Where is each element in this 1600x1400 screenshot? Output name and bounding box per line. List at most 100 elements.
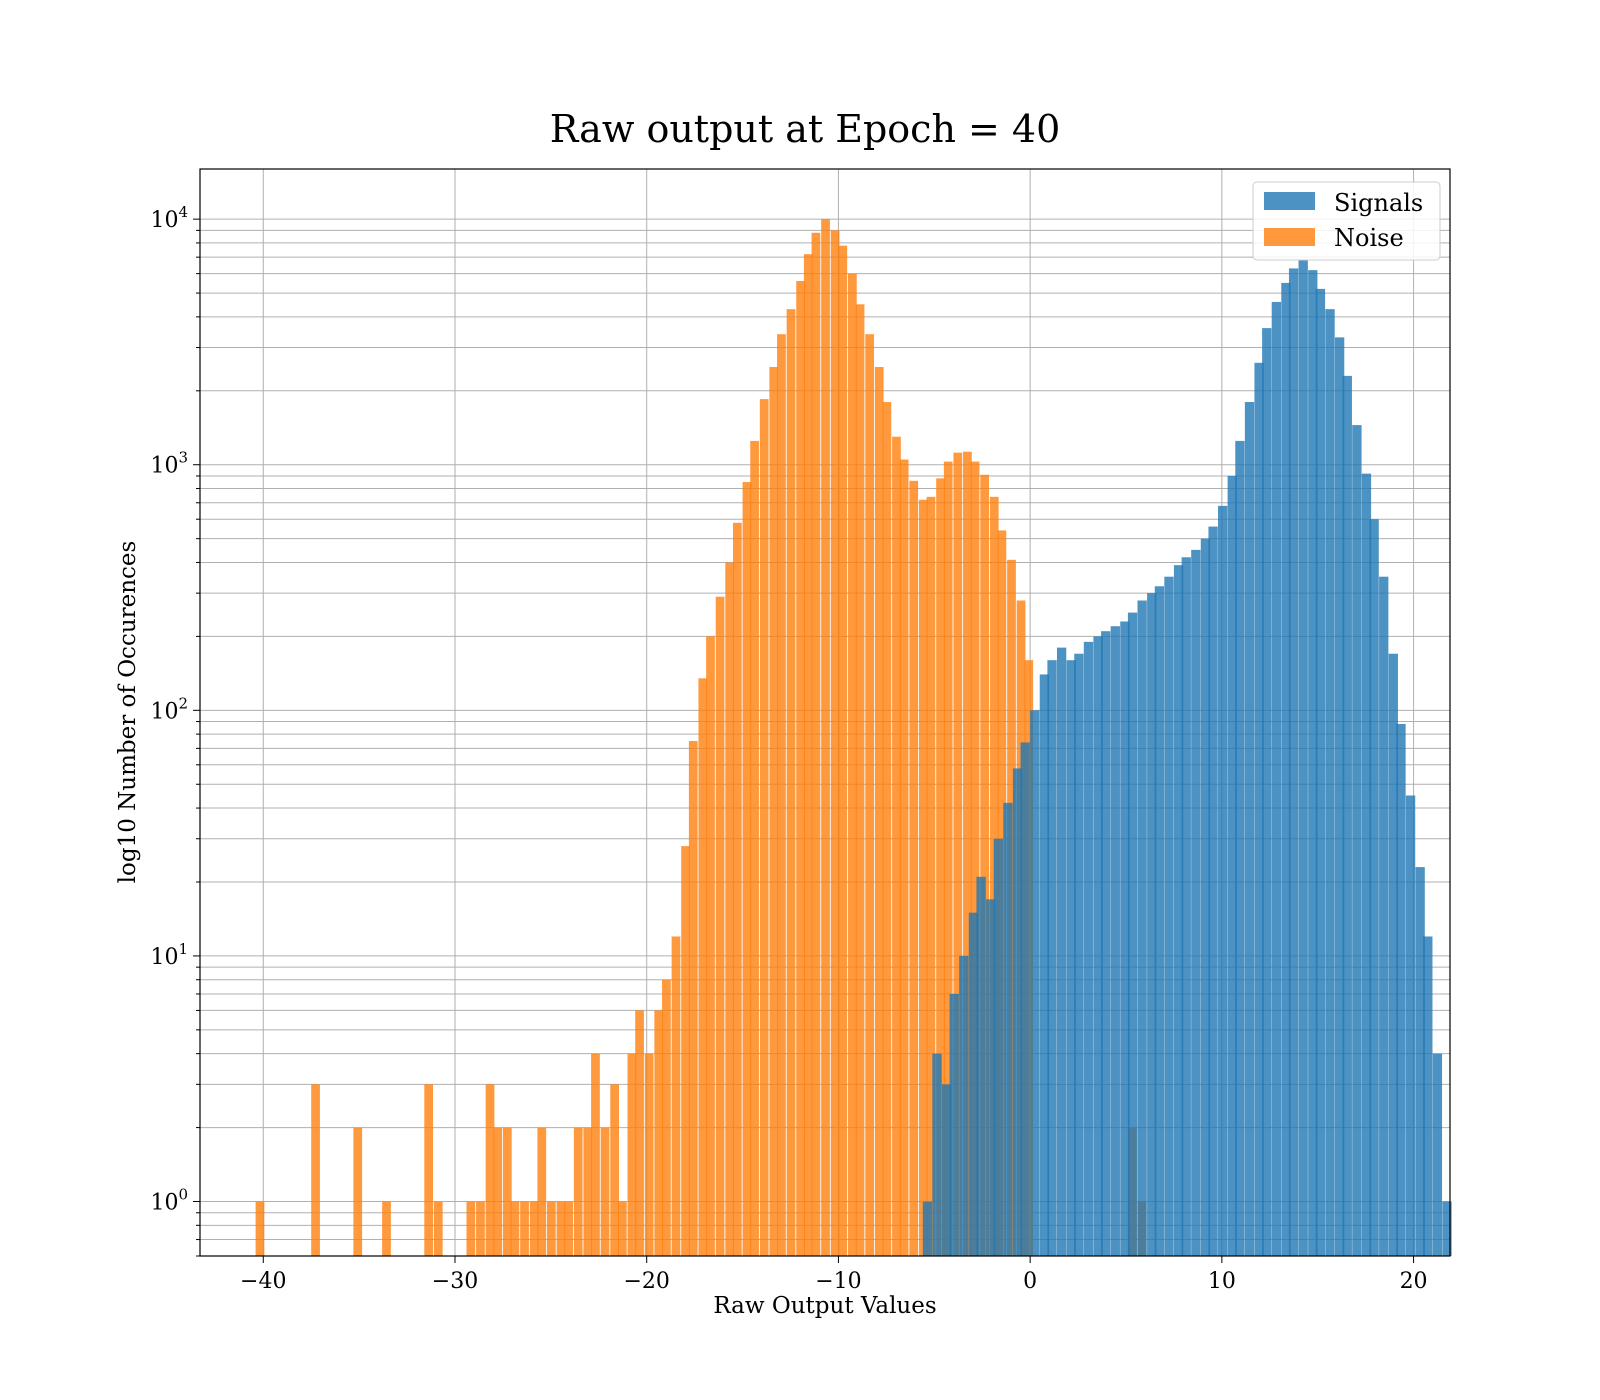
noise-bar — [476, 1201, 485, 1256]
x-tick-label: −20 — [623, 1269, 669, 1294]
noise-bar — [830, 230, 840, 1256]
noise-bar — [899, 459, 909, 1257]
signals-bar — [1342, 375, 1352, 1257]
signals-bar — [968, 912, 979, 1256]
noise-bar — [725, 562, 735, 1256]
signals-bar — [1047, 660, 1057, 1256]
noise-bar — [926, 496, 936, 1256]
noise-bar — [706, 636, 715, 1256]
legend-label-signals: Signals — [1334, 189, 1423, 217]
noise-bar — [255, 1201, 265, 1256]
noise-bar — [855, 304, 865, 1256]
signals-bar — [1127, 612, 1138, 1256]
noise-bar — [786, 309, 796, 1256]
noise-bar — [573, 1127, 583, 1256]
legend-label-noise: Noise — [1334, 224, 1404, 252]
plot-frame — [199, 168, 1451, 1257]
y-axis-label: log10 Number of Occurences — [115, 541, 141, 884]
noise-bar — [424, 1084, 434, 1256]
noise-bar — [600, 1127, 610, 1256]
noise-bar — [838, 245, 848, 1256]
signals-bar — [1227, 475, 1237, 1256]
noise-bar — [311, 1084, 320, 1256]
axis-ticks: −40 −30 −20 −10 0 10 20 100 101 102 103 104 — [150, 203, 1427, 1294]
signals-bar — [1056, 647, 1067, 1256]
x-axis-label: Raw Output Values — [713, 1293, 936, 1319]
noise-bar — [918, 499, 928, 1256]
signals-bar — [976, 876, 986, 1256]
signals-bar — [1334, 337, 1345, 1256]
noise-bar — [943, 461, 953, 1256]
noise-bar — [892, 436, 901, 1256]
signals-bar — [1379, 576, 1389, 1256]
signals-bar — [1218, 505, 1228, 1256]
noise-bar — [777, 334, 786, 1256]
signals-bar — [959, 955, 969, 1256]
noise-bar — [796, 280, 805, 1256]
signals-bar — [1154, 586, 1165, 1256]
signals-bar — [1423, 936, 1433, 1256]
noise-bar — [909, 480, 919, 1256]
noise-bar — [865, 334, 874, 1256]
signals-bar — [1415, 867, 1425, 1256]
y-tick-label: 104 — [150, 203, 188, 233]
noise-bar — [529, 1201, 539, 1256]
signals-bar — [1191, 549, 1201, 1256]
signals-bar — [1083, 641, 1094, 1256]
noise-bar — [547, 1201, 556, 1256]
noise-bar — [980, 474, 990, 1256]
noise-bar — [644, 1053, 654, 1256]
signals-bar — [1181, 557, 1191, 1256]
noise-bar — [520, 1201, 529, 1256]
noise-bar — [671, 936, 681, 1256]
chart-title: Raw output at Epoch = 40 — [550, 107, 1061, 151]
noise-bar — [654, 1010, 664, 1256]
noise-bar — [493, 1127, 503, 1256]
signals-bar — [1308, 270, 1318, 1257]
signals-bar — [1298, 260, 1308, 1256]
noise-bar — [742, 482, 752, 1257]
noise-bar — [537, 1127, 547, 1256]
signals-bar — [1254, 362, 1264, 1256]
noise-bar — [698, 678, 708, 1256]
noise-bar — [617, 1201, 627, 1256]
noise-bar — [610, 1084, 620, 1256]
signals-bar — [1093, 636, 1103, 1256]
noise-bar — [769, 366, 779, 1257]
noise-bar — [627, 1053, 637, 1256]
signals-bar — [1281, 282, 1291, 1256]
signals-bar — [1405, 795, 1416, 1256]
signals-bar — [1173, 565, 1184, 1256]
noise-bar — [811, 232, 821, 1256]
signals-bar — [1235, 440, 1245, 1257]
signals-bar — [1120, 621, 1130, 1256]
noise-bar — [591, 1053, 600, 1256]
signals-bar — [1361, 473, 1372, 1256]
y-tick-label: 103 — [150, 449, 188, 479]
noise-bar — [662, 979, 671, 1256]
noise-bar — [583, 1127, 593, 1256]
y-tick-label: 101 — [150, 940, 188, 970]
noise-bar — [821, 219, 830, 1256]
signals-bar — [1244, 402, 1255, 1257]
signals-bar — [993, 838, 1004, 1256]
noise-bar — [681, 846, 690, 1256]
noise-bar — [936, 478, 945, 1256]
signals-bar — [1432, 1053, 1443, 1256]
noise-bar — [759, 399, 769, 1256]
signals-bar — [1442, 1201, 1452, 1256]
noise-bar — [750, 440, 759, 1257]
noise-bar — [382, 1201, 391, 1256]
signals-bar — [986, 899, 996, 1256]
x-tick-label: −10 — [815, 1269, 861, 1294]
signals-bar — [949, 993, 959, 1256]
signals-bar — [1012, 768, 1023, 1256]
signals-bar — [1325, 309, 1335, 1256]
signals-bar — [1262, 328, 1272, 1257]
signals-bar — [922, 1201, 933, 1256]
y-tick-label: 102 — [150, 694, 188, 724]
noise-bar — [953, 452, 963, 1256]
signals-bar — [1208, 526, 1218, 1256]
signals-bar — [1315, 288, 1326, 1256]
noise-bar — [715, 596, 725, 1256]
